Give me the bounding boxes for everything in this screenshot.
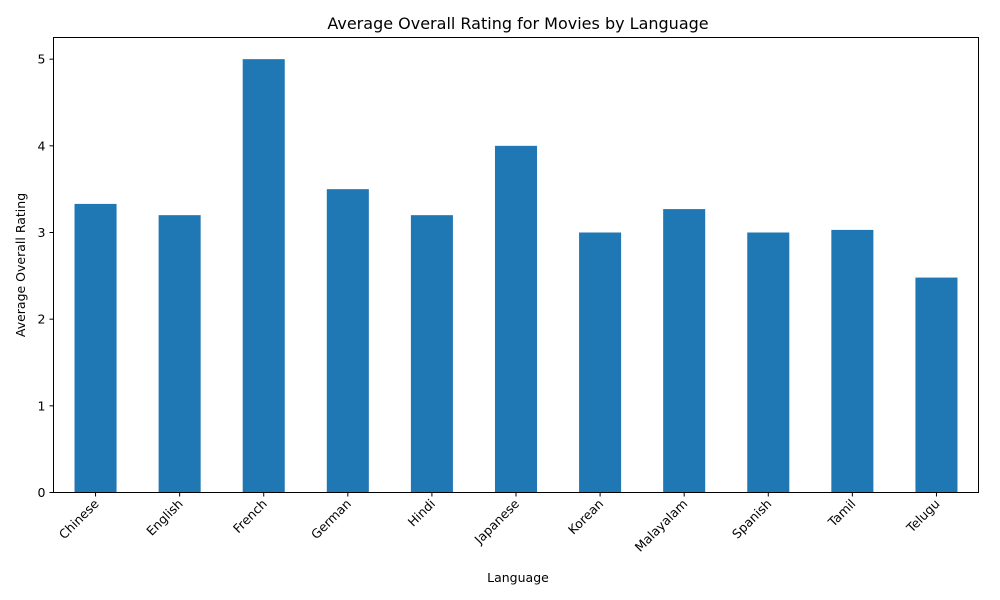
bar-chinese: [74, 203, 117, 493]
plot-frame: [53, 37, 979, 493]
bar-spanish: [747, 232, 790, 493]
y-tick-label: 1: [38, 398, 46, 413]
x-tick-label: German: [308, 496, 354, 542]
y-axis-ticks: 0 1 2 3 4 5: [38, 52, 54, 500]
x-axis-label: Language: [487, 570, 549, 585]
bar-telugu: [915, 277, 958, 493]
x-tick-label: Malayalam: [632, 496, 691, 555]
x-tick-label: Spanish: [729, 496, 775, 542]
bar-french: [242, 59, 285, 493]
y-tick-label: 5: [38, 52, 46, 67]
bar-tamil: [831, 229, 874, 493]
bars-group: [74, 59, 958, 493]
bar-malayalam: [663, 209, 706, 493]
y-tick-label: 2: [38, 312, 46, 327]
x-tick-label: English: [143, 496, 186, 539]
bar-english: [158, 215, 201, 493]
x-tick-label: Hindi: [405, 496, 438, 529]
y-tick-label: 0: [38, 485, 46, 500]
x-tick-label: Chinese: [56, 496, 102, 542]
bar-german: [326, 189, 369, 493]
bar-japanese: [494, 145, 538, 493]
x-axis-ticks: Chinese English French German Hindi Japanese K…: [56, 492, 943, 555]
y-tick-label: 4: [38, 138, 46, 153]
y-axis-label: Average Overall Rating: [13, 193, 28, 337]
bar-korean: [579, 232, 622, 493]
x-tick-label: Tamil: [824, 496, 858, 530]
x-tick-label: French: [230, 496, 270, 536]
y-tick-label: 3: [38, 225, 46, 240]
x-tick-label: Japanese: [471, 496, 523, 548]
chart-title: Average Overall Rating for Movies by Lan…: [327, 14, 708, 33]
x-tick-label: Korean: [565, 496, 606, 537]
x-tick-label: Telugu: [903, 496, 943, 536]
bar-hindi: [410, 215, 453, 493]
